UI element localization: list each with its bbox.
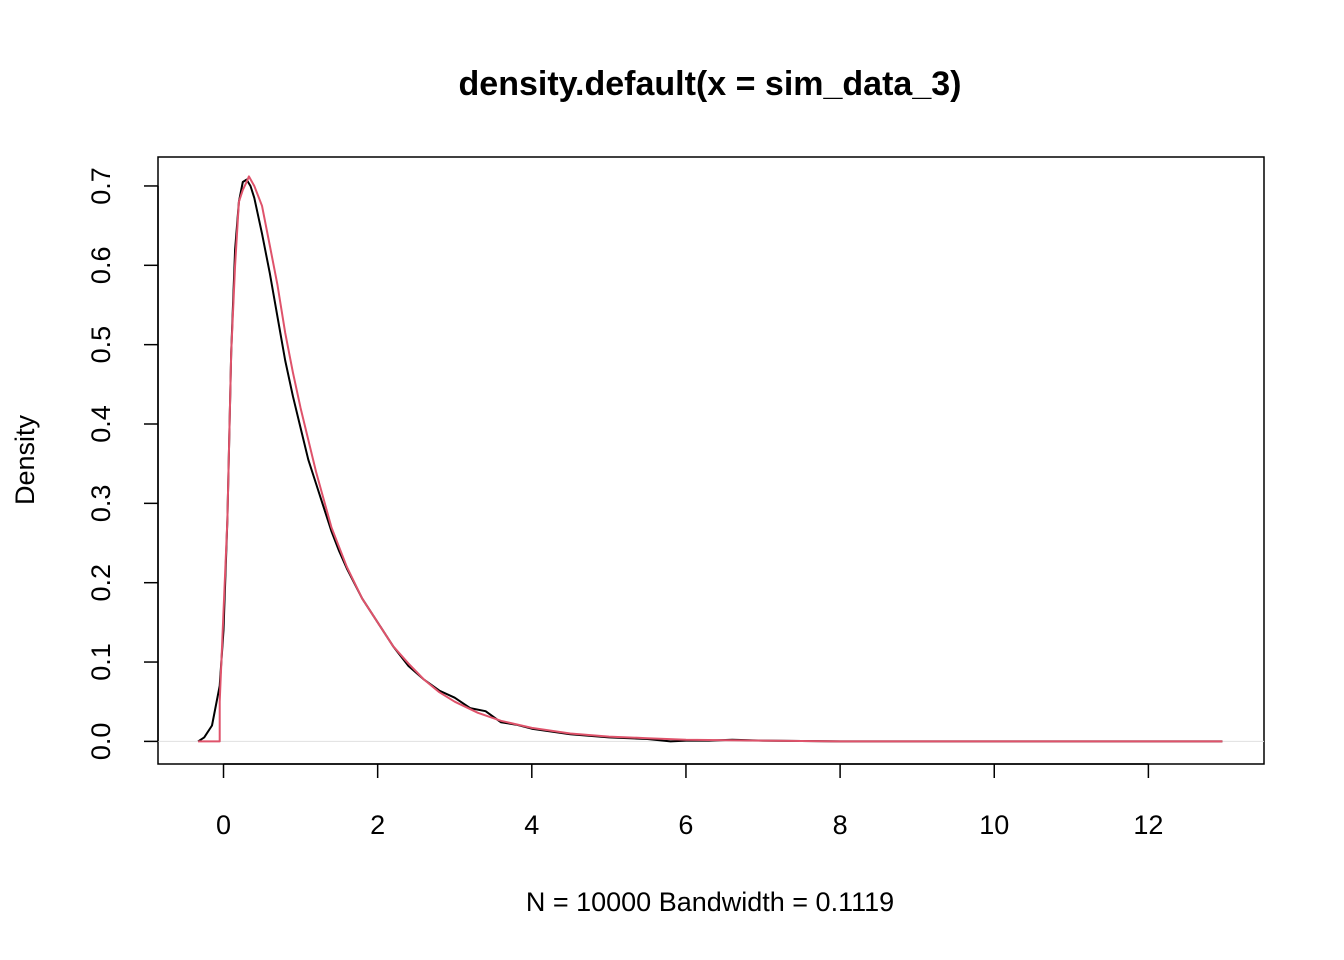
y-tick-label: 0.3 bbox=[86, 485, 116, 523]
y-tick-label: 0.5 bbox=[86, 326, 116, 364]
x-tick-label: 10 bbox=[979, 810, 1009, 840]
y-tick-label: 0.2 bbox=[86, 564, 116, 602]
x-tick-label: 6 bbox=[678, 810, 693, 840]
x-axis-label: N = 10000 Bandwidth = 0.1119 bbox=[526, 887, 894, 917]
series-layer bbox=[197, 175, 1223, 743]
y-axis: 0.0 0.1 0.2 0.3 0.4 0.5 0.6 0.7 bbox=[86, 167, 159, 761]
x-tick-label: 0 bbox=[216, 810, 231, 840]
x-axis: 0 2 4 6 8 10 12 bbox=[216, 763, 1163, 840]
y-tick-label: 0.6 bbox=[86, 247, 116, 285]
y-tick-label: 0.4 bbox=[86, 405, 116, 443]
x-tick-label: 2 bbox=[370, 810, 385, 840]
y-tick-label: 0.1 bbox=[86, 643, 116, 681]
density-line-black bbox=[197, 178, 1223, 743]
y-tick-label: 0.7 bbox=[86, 167, 116, 205]
y-axis-label: Density bbox=[10, 414, 40, 505]
plot-frame bbox=[157, 156, 1265, 765]
x-tick-label: 12 bbox=[1133, 810, 1163, 840]
y-tick-label: 0.0 bbox=[86, 723, 116, 761]
chart-title: density.default(x = sim_data_3) bbox=[459, 65, 962, 103]
x-tick-label: 4 bbox=[524, 810, 539, 840]
density-line-red bbox=[198, 175, 1223, 743]
x-tick-label: 8 bbox=[833, 810, 848, 840]
